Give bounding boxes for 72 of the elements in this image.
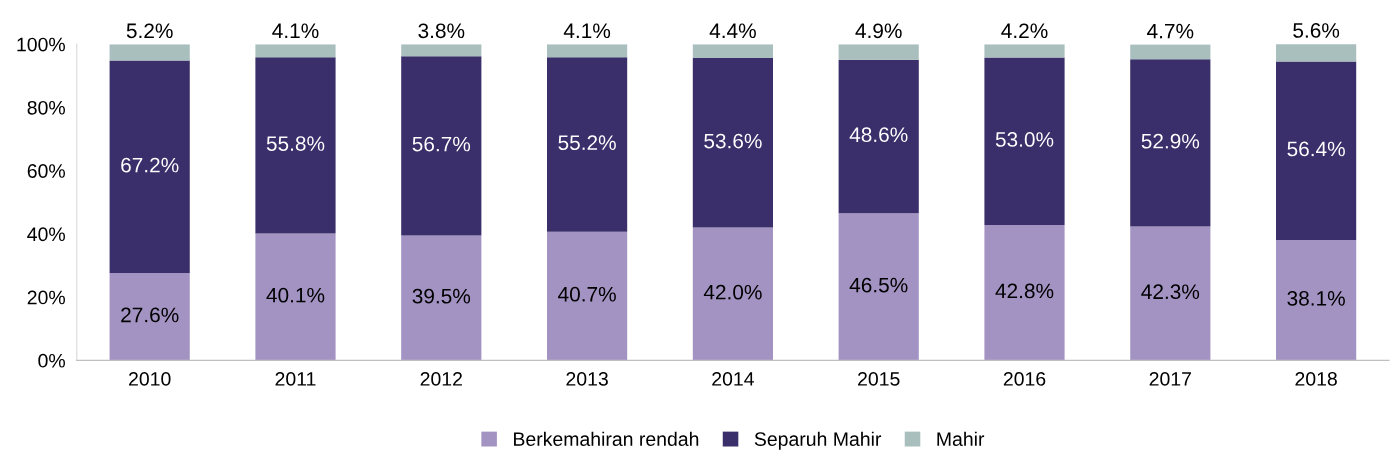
data-label: 56.7% (412, 136, 471, 152)
data-label: 42.8% (995, 283, 1054, 299)
x-tick-label: 2010 (129, 372, 171, 386)
legend-label: Berkemahiran rendah (514, 431, 699, 447)
y-tick-label: 40% (27, 227, 65, 242)
bar (547, 57, 628, 232)
data-label: 67.2% (121, 157, 179, 173)
bar (255, 44, 336, 58)
data-label: 4.7% (1147, 23, 1194, 39)
x-tick-label: 2018 (1295, 372, 1337, 386)
bar (984, 57, 1065, 226)
data-label: 53.6% (704, 133, 762, 149)
bar (547, 231, 628, 361)
y-tick-label: 20% (27, 290, 65, 305)
bar (547, 44, 628, 58)
data-label: 46.5% (849, 277, 908, 293)
bar (109, 60, 190, 274)
data-label: 4.2% (1001, 23, 1048, 39)
bar (692, 58, 773, 228)
data-label: 38.1% (1287, 290, 1345, 306)
data-label: 56.4% (1287, 141, 1345, 157)
bar (255, 57, 336, 234)
bar (692, 227, 773, 361)
data-label: 39.5% (412, 288, 471, 304)
y-tick-label: 100% (17, 37, 65, 52)
data-label: 52.9% (1141, 133, 1200, 149)
bar (1276, 61, 1357, 240)
legend-label: Separuh Mahir (754, 431, 882, 450)
x-tick-label: 2013 (566, 372, 608, 386)
bar (401, 235, 482, 361)
bar (838, 44, 919, 60)
x-tick-label: 2011 (275, 372, 316, 386)
bar (401, 44, 482, 57)
data-label: 4.1% (563, 23, 611, 39)
data-label: 5.6% (1293, 23, 1340, 38)
data-label: 4.4% (709, 23, 756, 39)
data-label: 40.1% (266, 287, 325, 303)
bar (1276, 239, 1357, 361)
data-label: 55.8% (266, 136, 325, 151)
x-tick-label: 2015 (858, 372, 900, 386)
bar (109, 273, 190, 361)
x-tick-label: 2012 (420, 372, 462, 386)
bar (984, 225, 1065, 361)
bar (1276, 44, 1357, 62)
bar (1130, 59, 1211, 227)
bar (838, 213, 919, 361)
data-label: 42.3% (1141, 284, 1200, 300)
legend-label: Mahir (937, 431, 985, 447)
data-label: 53.0% (995, 132, 1054, 147)
data-label: 4.1% (272, 23, 319, 39)
data-label: 48.6% (849, 127, 908, 143)
bar (109, 44, 190, 61)
y-tick-label: 80% (27, 100, 65, 115)
bar (255, 233, 336, 361)
data-label: 3.8% (418, 23, 465, 39)
bar (401, 56, 482, 236)
x-tick-label: 2016 (1003, 372, 1046, 386)
bar (692, 44, 773, 59)
x-tick-label: 2014 (712, 372, 754, 386)
y-tick-label: 60% (27, 164, 65, 178)
data-label: 55.2% (558, 135, 616, 150)
x-tick-label: 2017 (1149, 372, 1191, 386)
bar (1130, 44, 1211, 60)
y-tick-label: 0% (38, 353, 65, 368)
data-label: 42.0% (703, 284, 762, 300)
data-label: 40.7% (558, 286, 616, 302)
bar (838, 59, 919, 214)
data-label: 5.2% (126, 23, 173, 39)
bar (1130, 226, 1211, 361)
bar (984, 44, 1065, 58)
data-label: 4.9% (855, 23, 902, 39)
data-label: 27.6% (121, 307, 179, 323)
